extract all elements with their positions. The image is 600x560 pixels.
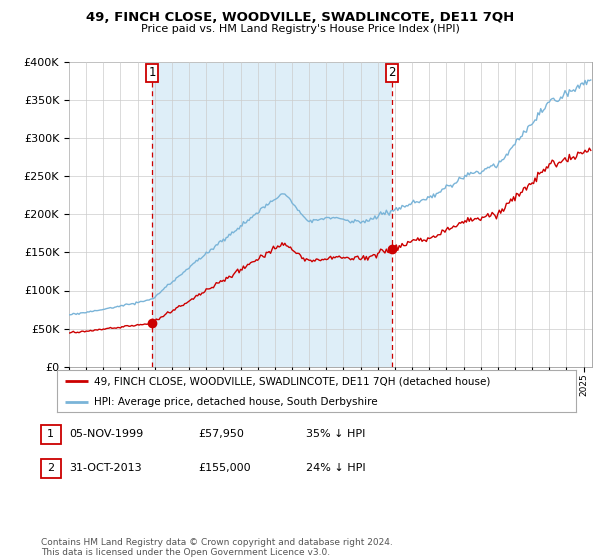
Text: 05-NOV-1999: 05-NOV-1999: [69, 429, 143, 439]
Text: 2: 2: [47, 463, 54, 473]
Text: £57,950: £57,950: [198, 429, 244, 439]
Text: Price paid vs. HM Land Registry's House Price Index (HPI): Price paid vs. HM Land Registry's House …: [140, 24, 460, 34]
Text: Contains HM Land Registry data © Crown copyright and database right 2024.
This d: Contains HM Land Registry data © Crown c…: [41, 538, 392, 557]
Text: £155,000: £155,000: [198, 463, 251, 473]
Text: 2: 2: [388, 66, 396, 79]
Text: 31-OCT-2013: 31-OCT-2013: [69, 463, 142, 473]
Text: 1: 1: [148, 66, 156, 79]
Text: 49, FINCH CLOSE, WOODVILLE, SWADLINCOTE, DE11 7QH (detached house): 49, FINCH CLOSE, WOODVILLE, SWADLINCOTE,…: [94, 376, 491, 386]
Bar: [152, 62, 392, 367]
Text: HPI: Average price, detached house, South Derbyshire: HPI: Average price, detached house, Sout…: [94, 396, 378, 407]
Text: 49, FINCH CLOSE, WOODVILLE, SWADLINCOTE, DE11 7QH: 49, FINCH CLOSE, WOODVILLE, SWADLINCOTE,…: [86, 11, 514, 24]
Text: 35% ↓ HPI: 35% ↓ HPI: [306, 429, 365, 439]
Text: 1: 1: [47, 429, 54, 439]
Text: 24% ↓ HPI: 24% ↓ HPI: [306, 463, 365, 473]
